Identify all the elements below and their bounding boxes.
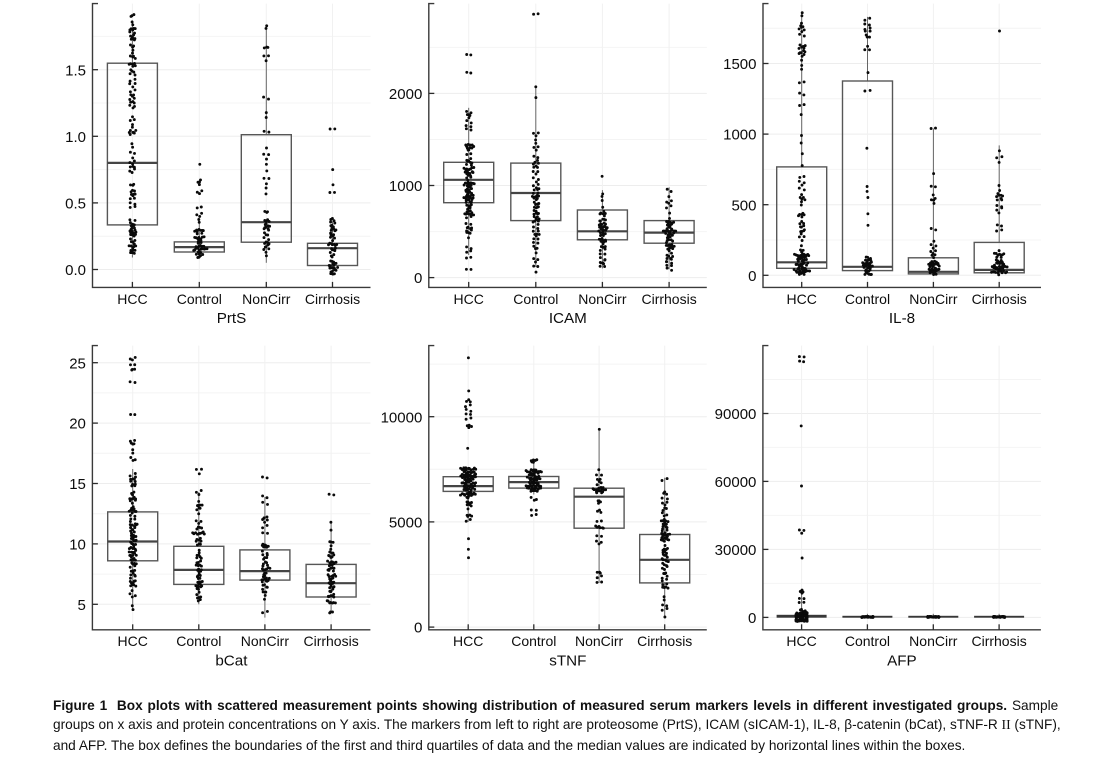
svg-text:NonCirr: NonCirr: [578, 291, 627, 307]
svg-text:sTNF: sTNF: [549, 653, 586, 670]
svg-text:Cirrhosis: Cirrhosis: [972, 291, 1027, 307]
svg-text:0.5: 0.5: [65, 196, 86, 213]
svg-text:0: 0: [414, 270, 422, 287]
svg-text:0.0: 0.0: [65, 262, 86, 279]
svg-text:bCat: bCat: [215, 653, 248, 670]
svg-text:1000: 1000: [723, 127, 756, 144]
svg-text:1.5: 1.5: [65, 62, 86, 79]
svg-text:90000: 90000: [715, 406, 757, 423]
svg-text:Cirrhosis: Cirrhosis: [971, 633, 1026, 649]
svg-text:500: 500: [731, 197, 756, 214]
svg-text:NonCirr: NonCirr: [241, 633, 290, 649]
svg-text:Control: Control: [511, 633, 556, 649]
svg-text:Control: Control: [845, 291, 890, 307]
svg-text:Control: Control: [177, 291, 222, 307]
svg-text:1.0: 1.0: [65, 129, 86, 146]
svg-text:0: 0: [414, 620, 422, 637]
svg-text:PrtS: PrtS: [217, 310, 247, 327]
svg-text:HCC: HCC: [787, 291, 817, 307]
svg-text:20: 20: [69, 416, 86, 433]
svg-text:IL-8: IL-8: [889, 310, 915, 327]
svg-text:HCC: HCC: [117, 291, 147, 307]
svg-text:0: 0: [748, 610, 756, 627]
svg-text:5000: 5000: [389, 515, 422, 532]
svg-text:60000: 60000: [715, 474, 757, 491]
svg-text:25: 25: [69, 355, 86, 372]
svg-text:NonCirr: NonCirr: [909, 633, 958, 649]
svg-text:NonCirr: NonCirr: [242, 291, 291, 307]
svg-text:Control: Control: [845, 633, 890, 649]
svg-text:Cirrhosis: Cirrhosis: [305, 291, 360, 307]
svg-text:5: 5: [78, 597, 86, 614]
svg-text:NonCirr: NonCirr: [909, 291, 958, 307]
svg-text:Control: Control: [176, 633, 221, 649]
svg-text:10000: 10000: [381, 409, 423, 426]
svg-text:HCC: HCC: [118, 633, 148, 649]
svg-text:NonCirr: NonCirr: [575, 633, 624, 649]
svg-text:HCC: HCC: [454, 291, 484, 307]
svg-text:15: 15: [69, 476, 86, 493]
svg-text:Control: Control: [513, 291, 558, 307]
svg-text:10: 10: [69, 537, 86, 554]
svg-text:Cirrhosis: Cirrhosis: [303, 633, 358, 649]
svg-text:HCC: HCC: [453, 633, 483, 649]
svg-text:1000: 1000: [389, 178, 422, 195]
svg-text:0: 0: [748, 268, 756, 285]
svg-text:AFP: AFP: [887, 653, 917, 670]
svg-text:Cirrhosis: Cirrhosis: [641, 291, 696, 307]
svg-text:HCC: HCC: [786, 633, 816, 649]
svg-text:2000: 2000: [389, 86, 422, 103]
svg-text:1500: 1500: [723, 56, 756, 73]
svg-text:ICAM: ICAM: [549, 310, 587, 327]
svg-text:30000: 30000: [715, 542, 757, 559]
svg-text:Cirrhosis: Cirrhosis: [637, 633, 692, 649]
